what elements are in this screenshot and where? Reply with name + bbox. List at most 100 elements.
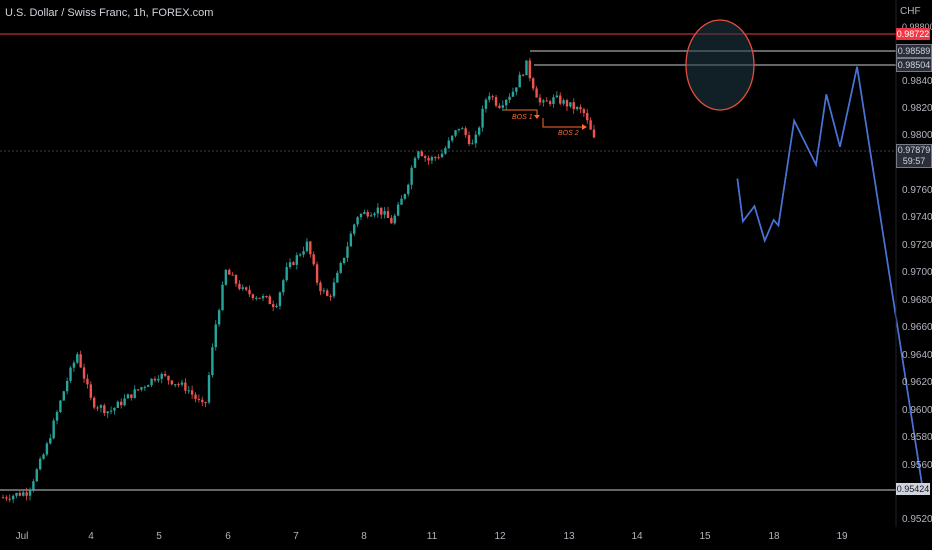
candle-body [454, 130, 457, 136]
candle-body [589, 120, 592, 130]
candle-body [204, 402, 207, 404]
candle-body [393, 215, 396, 224]
candle-body [575, 107, 579, 110]
candle-body [366, 212, 369, 217]
candle-body [423, 156, 427, 159]
candle-body [298, 254, 302, 256]
projection-line-overlay [736, 66, 923, 486]
candle-body [197, 398, 201, 400]
candle-body [376, 207, 380, 214]
projection-line [736, 66, 923, 486]
candle-body [278, 292, 282, 306]
candle-body [380, 207, 383, 215]
candle-body [25, 492, 28, 496]
time-label: Jul [15, 531, 29, 542]
candle-body [515, 87, 518, 92]
candle-body [403, 194, 407, 199]
candle-body [123, 398, 126, 406]
candle-body [15, 493, 18, 496]
bos2-arrowhead [582, 124, 587, 130]
candle-body [234, 275, 238, 284]
candle-body [86, 378, 89, 385]
candle-body [244, 287, 248, 290]
time-label: 5 [156, 531, 162, 542]
candle-body [319, 282, 322, 292]
support-price-tag: 0.95424 [896, 483, 930, 495]
candle-body [136, 389, 140, 391]
candle-body [346, 246, 349, 258]
high-price-tag: 0.98504 [896, 58, 932, 72]
time-label: 14 [631, 531, 643, 542]
candle-body [326, 290, 329, 296]
candle-body [315, 264, 319, 283]
candle-body [447, 140, 450, 149]
candle-body [582, 109, 586, 114]
candle-body [177, 384, 180, 386]
candle-body [501, 105, 505, 108]
candle-body [535, 88, 538, 98]
candle-body [467, 135, 471, 145]
candle-body [69, 367, 72, 381]
candle-body [238, 283, 241, 289]
candle-body [464, 128, 467, 136]
current-price-tag: 0.97879 59:57 [896, 144, 932, 168]
candle-body [322, 290, 326, 292]
candle-body [538, 97, 542, 103]
candle-body [349, 233, 353, 247]
candle-body [106, 411, 109, 414]
candle-body [329, 295, 332, 297]
candle-body [42, 454, 45, 459]
candle-body [548, 101, 552, 104]
candle-body [542, 100, 545, 103]
candle-body [255, 297, 258, 299]
candle-body [217, 310, 221, 325]
symbol-title: U.S. Dollar / Swiss Franc, 1h, FOREX.com [5, 7, 214, 19]
candle-body [457, 128, 461, 131]
candle-body [518, 74, 521, 88]
candle-body [420, 151, 423, 157]
candle-body [35, 469, 38, 482]
candle-body [565, 100, 569, 107]
high-price-tag: 0.98589 [896, 44, 932, 58]
candle-body [140, 387, 143, 390]
candle-body [498, 105, 501, 108]
candle-body [116, 401, 120, 408]
candle-body [511, 91, 515, 97]
time-label: 8 [361, 531, 367, 542]
candle-body [241, 287, 244, 289]
candle-body [109, 410, 113, 412]
candle-body [461, 128, 464, 130]
candle-body [288, 262, 292, 268]
target-zone-circle [685, 19, 755, 111]
bos1-arrowhead [534, 115, 540, 119]
candle-body [89, 384, 93, 398]
candle-body [342, 257, 346, 264]
candle-body [258, 297, 261, 299]
time-label: 6 [225, 531, 231, 542]
candle-body [251, 294, 255, 299]
candle-body [201, 399, 204, 403]
candle-body [359, 213, 363, 218]
candle-body [18, 493, 22, 496]
candle-body [32, 481, 35, 490]
candle-body [271, 304, 275, 308]
candle-body [282, 280, 285, 293]
time-label: 4 [88, 531, 94, 542]
time-label: 15 [699, 531, 711, 542]
candle-body [150, 378, 153, 386]
candle-body [332, 282, 336, 297]
candle-body [130, 394, 133, 398]
candle-body [143, 386, 147, 388]
candle-body [211, 347, 214, 376]
candle-body [157, 378, 160, 381]
candle-body [400, 198, 403, 205]
candle-body [59, 400, 62, 412]
candle-body [52, 420, 55, 439]
candle-body [356, 217, 359, 225]
